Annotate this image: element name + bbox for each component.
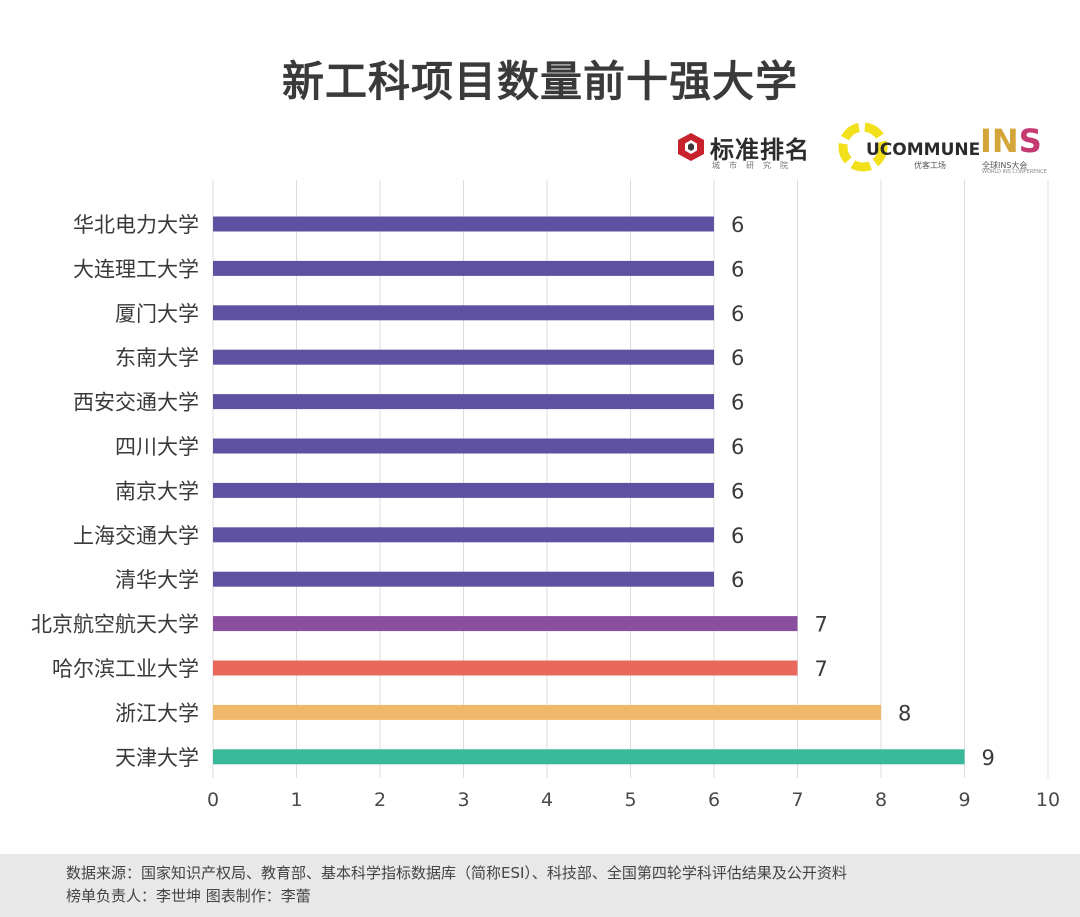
category-label: 大连理工大学 [73, 257, 199, 281]
bar [213, 527, 714, 543]
value-label: 6 [731, 302, 744, 326]
ucommune-logo-name: UCOMMUNE [866, 140, 981, 160]
category-label: 华北电力大学 [73, 213, 199, 237]
value-label: 6 [731, 346, 744, 370]
category-label: 南京大学 [115, 479, 199, 503]
bar [213, 704, 881, 720]
logo-bar: 标准排名 城市研究院 UCOMMUNE 优客工场 INS 全球INS大会 WOR… [0, 118, 1080, 178]
ucommune-logo: UCOMMUNE 优客工场 [836, 120, 980, 176]
bar [213, 482, 714, 498]
value-label: 9 [982, 746, 995, 770]
category-label: 西安交通大学 [73, 391, 199, 415]
ins-logo-name: INS [980, 122, 1042, 160]
ucommune-logo-sub: 优客工场 [914, 161, 946, 170]
bar [213, 260, 714, 276]
ins-logo-name-main: IN [980, 122, 1019, 160]
bar-chart: 0 1 2 3 4 5 6 7 8 9 10 华北电力大学 6 大连理工大学 6 厦门大学 6 东南大学 6 西安交通… [31, 180, 1060, 811]
x-tick-label: 6 [708, 789, 720, 811]
category-label: 浙江大学 [115, 701, 199, 725]
value-label: 6 [731, 391, 744, 415]
bar [213, 438, 714, 454]
category-label: 四川大学 [115, 435, 199, 459]
x-tick-label: 10 [1036, 789, 1060, 811]
ins-logo: INS 全球INS大会 WORLD INS CONFERENCE [980, 122, 1052, 175]
category-label: 厦门大学 [115, 302, 199, 326]
ins-logo-sub: 全球INS大会 [982, 161, 1028, 170]
category-label: 天津大学 [115, 746, 199, 770]
bar [213, 660, 798, 676]
value-label: 6 [731, 524, 744, 548]
ucommune-mark-icon [838, 122, 888, 172]
category-label: 北京航空航天大学 [31, 613, 199, 637]
category-label: 哈尔滨工业大学 [52, 657, 199, 681]
category-label: 上海交通大学 [73, 524, 199, 548]
bar [213, 349, 714, 365]
biaozhun-mark-icon [678, 133, 704, 161]
x-tick-label: 7 [791, 789, 803, 811]
value-label: 6 [731, 213, 744, 237]
value-label: 6 [731, 257, 744, 281]
bar [213, 616, 798, 632]
value-label: 8 [898, 701, 911, 725]
category-label: 东南大学 [115, 346, 199, 370]
value-label: 6 [731, 435, 744, 459]
footer-credits: 榜单负责人：李世坤 图表制作：李蕾 [66, 887, 311, 905]
x-tick-label: 0 [207, 789, 219, 811]
bar [213, 571, 714, 587]
bar [213, 394, 714, 410]
bar [213, 216, 714, 232]
ins-logo-sub2: WORLD INS CONFERENCE [982, 169, 1047, 175]
x-tick-label: 4 [541, 789, 553, 811]
biaozhun-logo-sub: 城市研究院 [712, 161, 797, 170]
x-tick-label: 2 [374, 789, 386, 811]
value-label: 7 [815, 613, 828, 637]
value-label: 6 [731, 479, 744, 503]
value-label: 6 [731, 568, 744, 592]
bar [213, 305, 714, 321]
biaozhun-logo: 标准排名 城市研究院 [676, 130, 816, 170]
x-tick-label: 3 [457, 789, 469, 811]
value-label: 7 [815, 657, 828, 681]
x-tick-label: 1 [290, 789, 302, 811]
category-label: 清华大学 [115, 568, 199, 592]
chart-title: 新工科项目数量前十强大学 [281, 57, 798, 106]
footer: 数据来源：国家知识产权局、教育部、基本科学指标数据库（简称ESI）、科技部、全国… [0, 854, 1080, 917]
ins-logo-name-s: S [1018, 122, 1042, 160]
x-tick-label: 9 [958, 789, 970, 811]
bar [213, 749, 965, 765]
x-tick-label: 5 [624, 789, 636, 811]
footer-source: 数据来源：国家知识产权局、教育部、基本科学指标数据库（简称ESI）、科技部、全国… [66, 864, 847, 882]
x-tick-label: 8 [875, 789, 887, 811]
biaozhun-logo-name: 标准排名 [710, 136, 810, 164]
